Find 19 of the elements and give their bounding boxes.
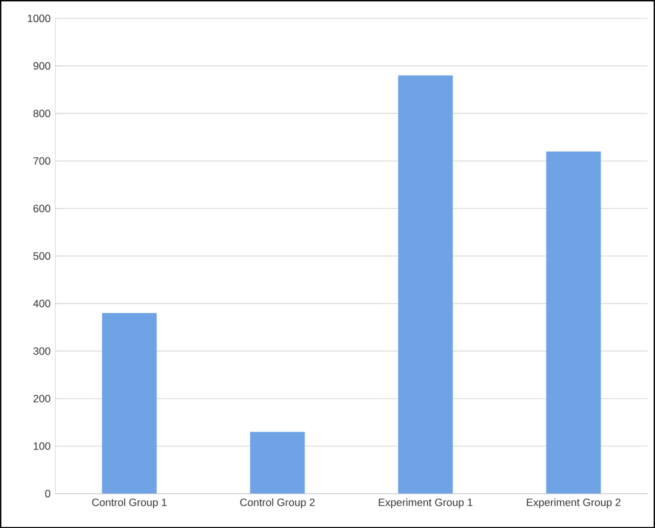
y-tick-label: 200 <box>34 394 50 402</box>
y-tick-label: 300 <box>33 347 50 355</box>
x-tick-label: Control Group 2 <box>240 498 315 508</box>
y-tick-label: 400 <box>33 300 50 308</box>
y-tick-label: 1000 <box>28 14 50 22</box>
bar <box>398 75 453 494</box>
y-tick-label: 900 <box>33 62 50 70</box>
x-tick-label: Experiment Group 1 <box>378 498 472 508</box>
x-tick-label: Control Group 1 <box>92 498 167 508</box>
y-tick-label: 800 <box>33 110 50 118</box>
y-tick-label: 600 <box>34 204 50 212</box>
bar <box>102 312 157 494</box>
y-tick-label: 700 <box>34 157 50 165</box>
y-tick-label: 100 <box>34 442 50 450</box>
y-tick-label: 0 <box>45 490 50 498</box>
x-tick-label: Experiment Group 2 <box>526 498 620 508</box>
y-tick-label: 500 <box>33 252 50 260</box>
bar <box>546 151 601 494</box>
bar <box>250 432 305 494</box>
